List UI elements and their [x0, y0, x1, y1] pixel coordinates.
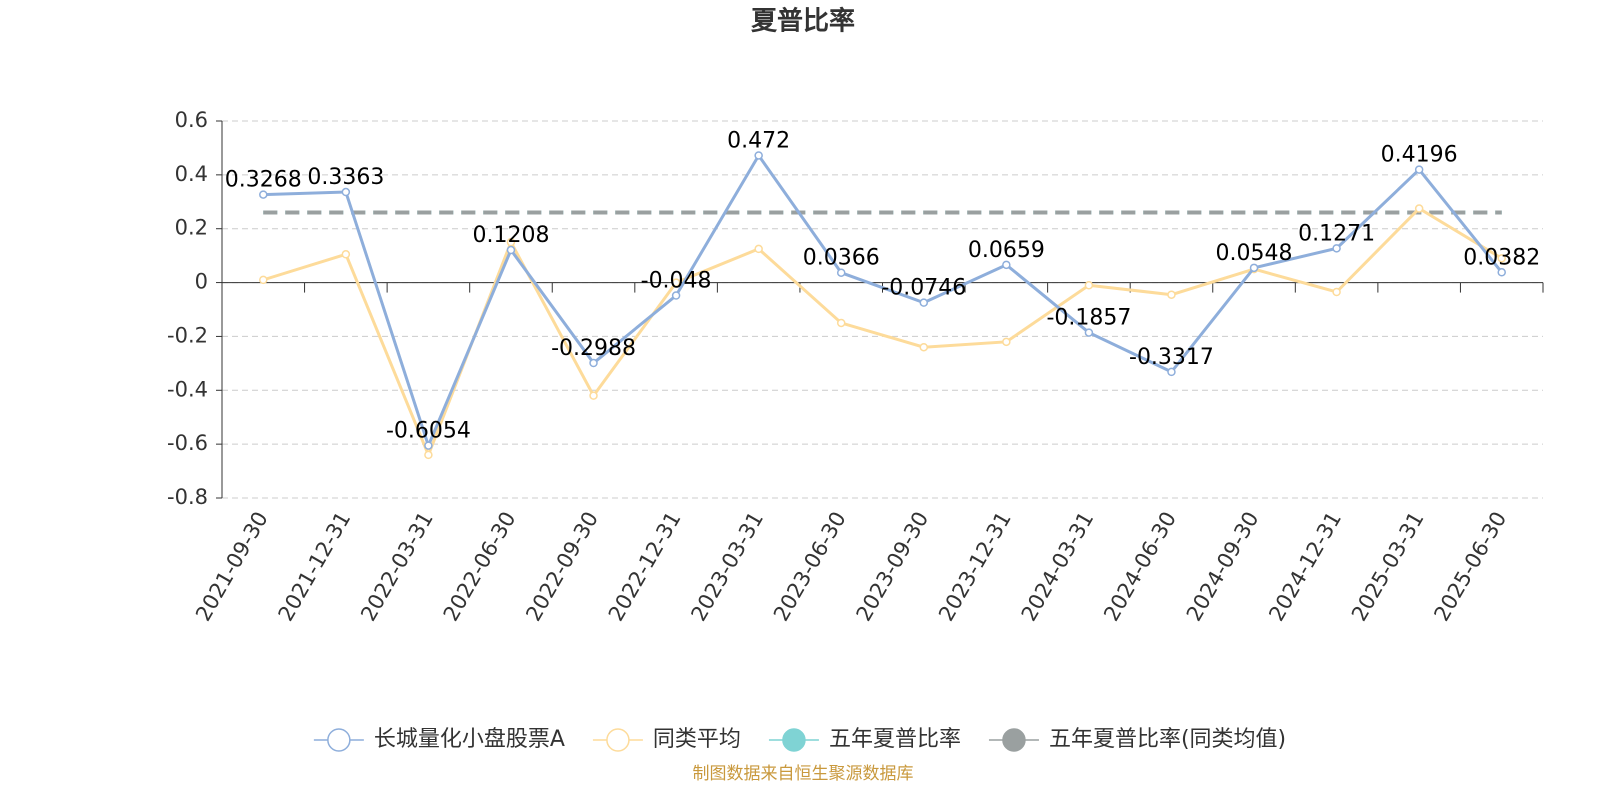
y-tick-label: 0 — [195, 270, 208, 294]
x-tick-label: 2024-09-30 — [1182, 508, 1264, 626]
data-label: 0.0366 — [803, 246, 880, 271]
legend: 长城量化小盘股票A 同类平均 五年夏普比率 五年夏普比率(同类均值) — [313, 727, 1286, 752]
point — [671, 278, 681, 287]
x-tick-label: 2023-09-30 — [851, 508, 933, 626]
x-tick-label: 2022-06-30 — [439, 508, 521, 626]
data-label: 0.472 — [727, 128, 790, 153]
x-tick-label: 2025-06-30 — [1429, 508, 1511, 626]
point — [836, 268, 846, 277]
data-label: 0.3363 — [307, 165, 384, 190]
legend-label: 长城量化小盘股票A — [374, 727, 565, 752]
point — [589, 358, 598, 368]
point — [919, 342, 929, 352]
point — [424, 441, 433, 450]
point — [1497, 268, 1506, 277]
point — [1002, 337, 1011, 347]
legend-marker — [1002, 728, 1026, 752]
y-tick-label: -0.2 — [167, 323, 208, 347]
x-tick-label: 2022-12-31 — [604, 508, 686, 626]
y-tick-label: 0.4 — [175, 162, 208, 186]
point — [836, 318, 846, 328]
data-label: -0.3317 — [1129, 345, 1214, 370]
x-tick-label: 2024-06-30 — [1099, 508, 1181, 626]
x-tick-label: 2025-03-31 — [1347, 508, 1429, 626]
x-tick-label: 2021-09-30 — [191, 508, 273, 626]
point — [1332, 244, 1341, 253]
data-label: 0.0382 — [1463, 245, 1540, 270]
y-tick-label: 0.6 — [175, 108, 208, 132]
y-tick-label: 0.2 — [175, 216, 208, 240]
data-label: -0.048 — [641, 268, 712, 293]
series-line — [263, 152, 1503, 450]
point — [341, 187, 351, 197]
chart-title: 夏普比率 — [751, 6, 855, 37]
x-tick-label: 2023-06-30 — [769, 508, 851, 626]
point — [341, 250, 351, 259]
x-tick-label: 2022-09-30 — [521, 508, 603, 626]
y-tick-label: -0.4 — [167, 377, 208, 401]
x-tick-label: 2023-12-31 — [934, 508, 1016, 626]
point — [1002, 260, 1011, 270]
x-tick-label: 2023-03-31 — [686, 508, 768, 626]
x-tick-label: 2021-12-31 — [274, 508, 356, 626]
point — [754, 244, 763, 254]
legend-label: 五年夏普比率 — [829, 727, 961, 752]
legend-label: 同类平均 — [653, 727, 741, 752]
point — [1249, 263, 1259, 273]
data-label: -0.2988 — [551, 336, 636, 361]
legend-marker — [606, 728, 630, 752]
data-label: 0.0659 — [968, 238, 1045, 263]
data-label: 0.3268 — [225, 168, 302, 193]
point — [1414, 165, 1424, 174]
legend-marker — [327, 728, 351, 752]
data-label: -0.0746 — [881, 276, 966, 301]
data-label: 0.0548 — [1216, 241, 1293, 266]
point — [1084, 281, 1094, 290]
point — [754, 151, 763, 160]
point — [259, 275, 268, 285]
point — [506, 245, 516, 255]
data-label: 0.1271 — [1298, 221, 1375, 246]
point — [1332, 287, 1341, 297]
data-label: 0.4196 — [1381, 143, 1458, 168]
data-label: -0.6054 — [386, 419, 471, 444]
x-tick-label: 2022-03-31 — [356, 508, 438, 626]
point — [919, 298, 929, 307]
point — [589, 391, 598, 400]
point — [424, 450, 433, 460]
y-tick-label: -0.6 — [167, 431, 208, 455]
point — [1497, 254, 1506, 263]
y-tick-label: -0.8 — [167, 485, 208, 509]
point — [1167, 367, 1176, 377]
source-note: 制图数据来自恒生聚源数据库 — [693, 764, 914, 784]
legend-label: 五年夏普比率(同类均值) — [1049, 727, 1286, 752]
legend-marker — [782, 728, 806, 752]
data-label: 0.1208 — [472, 223, 549, 248]
x-tick-label: 2024-12-31 — [1264, 508, 1346, 626]
x-tick-label: 2024-03-31 — [1017, 508, 1099, 626]
point — [1084, 328, 1094, 337]
point — [1414, 204, 1424, 213]
point — [671, 291, 681, 300]
point — [259, 190, 268, 199]
data-label: -0.1857 — [1046, 306, 1131, 331]
point — [1167, 290, 1176, 299]
point — [506, 237, 516, 247]
